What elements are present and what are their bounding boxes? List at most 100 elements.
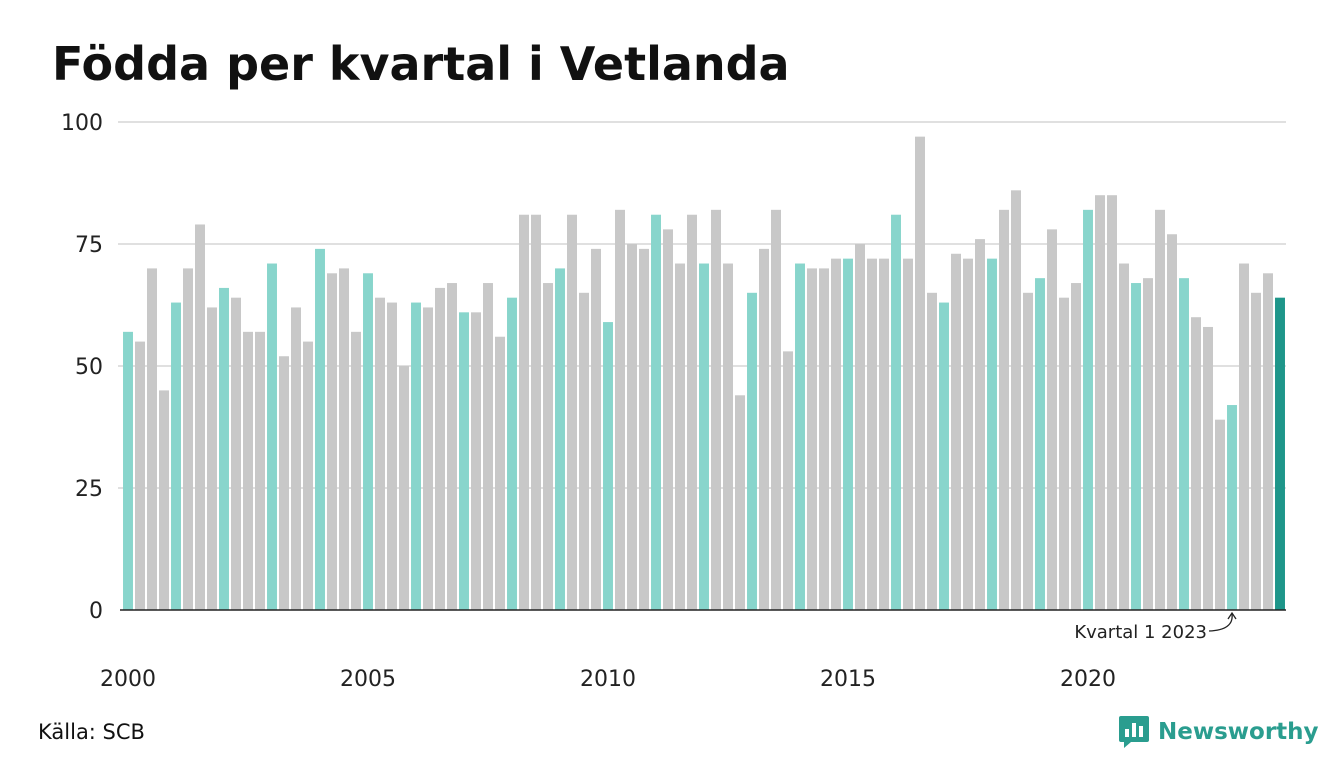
y-tick-label: 75 bbox=[75, 233, 103, 258]
bar bbox=[219, 287, 229, 610]
brand-name: Newsworthy bbox=[1158, 719, 1319, 745]
bar bbox=[603, 322, 613, 610]
bar bbox=[915, 136, 925, 610]
bar bbox=[411, 302, 421, 610]
bar bbox=[1167, 234, 1177, 611]
bar bbox=[1119, 263, 1129, 610]
bar bbox=[1155, 209, 1165, 610]
bar bbox=[267, 263, 277, 610]
bar bbox=[459, 312, 469, 610]
bar bbox=[567, 214, 577, 610]
bar bbox=[939, 302, 949, 610]
bar bbox=[579, 292, 589, 610]
bar bbox=[891, 214, 901, 610]
bar bbox=[207, 307, 217, 610]
bar bbox=[1047, 229, 1057, 611]
chart-title: Födda per kvartal i Vetlanda bbox=[52, 37, 790, 91]
bar bbox=[543, 283, 553, 610]
bar bbox=[615, 209, 625, 610]
bar bbox=[435, 287, 445, 610]
bar bbox=[1131, 283, 1141, 610]
y-tick-label: 0 bbox=[89, 599, 103, 624]
bar bbox=[699, 263, 709, 610]
x-tick-label: 2010 bbox=[580, 667, 636, 692]
annotation: Kvartal 1 2023 bbox=[1074, 611, 1237, 643]
x-tick-label: 2020 bbox=[1060, 667, 1116, 692]
bar bbox=[243, 331, 253, 610]
bar bbox=[195, 224, 205, 611]
bar bbox=[1203, 326, 1213, 610]
bar bbox=[975, 239, 985, 610]
bar bbox=[1275, 297, 1285, 610]
source-note: Källa: SCB bbox=[38, 720, 145, 744]
bar bbox=[675, 263, 685, 610]
bar bbox=[303, 341, 313, 610]
bar bbox=[1023, 292, 1033, 610]
bar bbox=[903, 258, 913, 610]
y-axis-tick-labels: 0 25 50 75 100 bbox=[61, 111, 103, 624]
bar bbox=[399, 366, 409, 610]
bar bbox=[591, 248, 601, 610]
bar bbox=[171, 302, 181, 610]
bar bbox=[927, 292, 937, 610]
bar bbox=[387, 302, 397, 610]
bar bbox=[795, 263, 805, 610]
bar bbox=[1011, 190, 1021, 610]
bar bbox=[231, 297, 241, 610]
annotation-label: Kvartal 1 2023 bbox=[1074, 622, 1207, 643]
bar bbox=[819, 268, 829, 610]
bar bbox=[1059, 297, 1069, 610]
bar bbox=[339, 268, 349, 610]
newsworthy-icon bbox=[1119, 716, 1149, 748]
annotation-arrowhead bbox=[1227, 611, 1237, 620]
bar bbox=[183, 268, 193, 610]
bar bbox=[1083, 209, 1093, 610]
bar bbox=[831, 258, 841, 610]
bar bbox=[783, 351, 793, 610]
bar bbox=[639, 248, 649, 610]
bar bbox=[1095, 195, 1105, 610]
bar bbox=[255, 331, 265, 610]
bar bbox=[843, 258, 853, 610]
bar bbox=[867, 258, 877, 610]
bar bbox=[1143, 278, 1153, 610]
bar bbox=[687, 214, 697, 610]
bar bbox=[483, 283, 493, 610]
bars bbox=[120, 136, 1286, 611]
bar bbox=[1251, 292, 1261, 610]
bar bbox=[147, 268, 157, 610]
bar bbox=[519, 214, 529, 610]
y-tick-label: 50 bbox=[75, 355, 103, 380]
bar bbox=[807, 268, 817, 610]
annotation-arrow bbox=[1208, 613, 1233, 632]
x-axis-tick-labels: 2000 2005 2010 2015 2020 bbox=[100, 667, 1116, 692]
bar bbox=[963, 258, 973, 610]
bar bbox=[507, 297, 517, 610]
bar bbox=[123, 331, 133, 610]
bar bbox=[1239, 263, 1249, 610]
bar bbox=[723, 263, 733, 610]
bar bbox=[159, 390, 169, 610]
bar bbox=[1215, 419, 1225, 610]
y-tick-label: 100 bbox=[61, 111, 103, 136]
bar bbox=[987, 258, 997, 610]
bar bbox=[495, 336, 505, 610]
bar bbox=[951, 253, 961, 610]
bar bbox=[1263, 273, 1273, 610]
bar bbox=[759, 248, 769, 610]
bar bbox=[1035, 278, 1045, 610]
bar bbox=[1191, 317, 1201, 610]
bar bbox=[315, 248, 325, 610]
bar bbox=[351, 331, 361, 610]
bar bbox=[531, 214, 541, 610]
brand-logo: Newsworthy bbox=[1118, 714, 1319, 750]
bar bbox=[855, 244, 865, 610]
bar bbox=[711, 209, 721, 610]
bar bbox=[651, 214, 661, 610]
bar bbox=[375, 297, 385, 610]
bar bbox=[555, 268, 565, 610]
bar bbox=[1107, 195, 1117, 610]
bar bbox=[327, 273, 337, 610]
bar bbox=[1071, 283, 1081, 610]
bar bbox=[279, 356, 289, 610]
